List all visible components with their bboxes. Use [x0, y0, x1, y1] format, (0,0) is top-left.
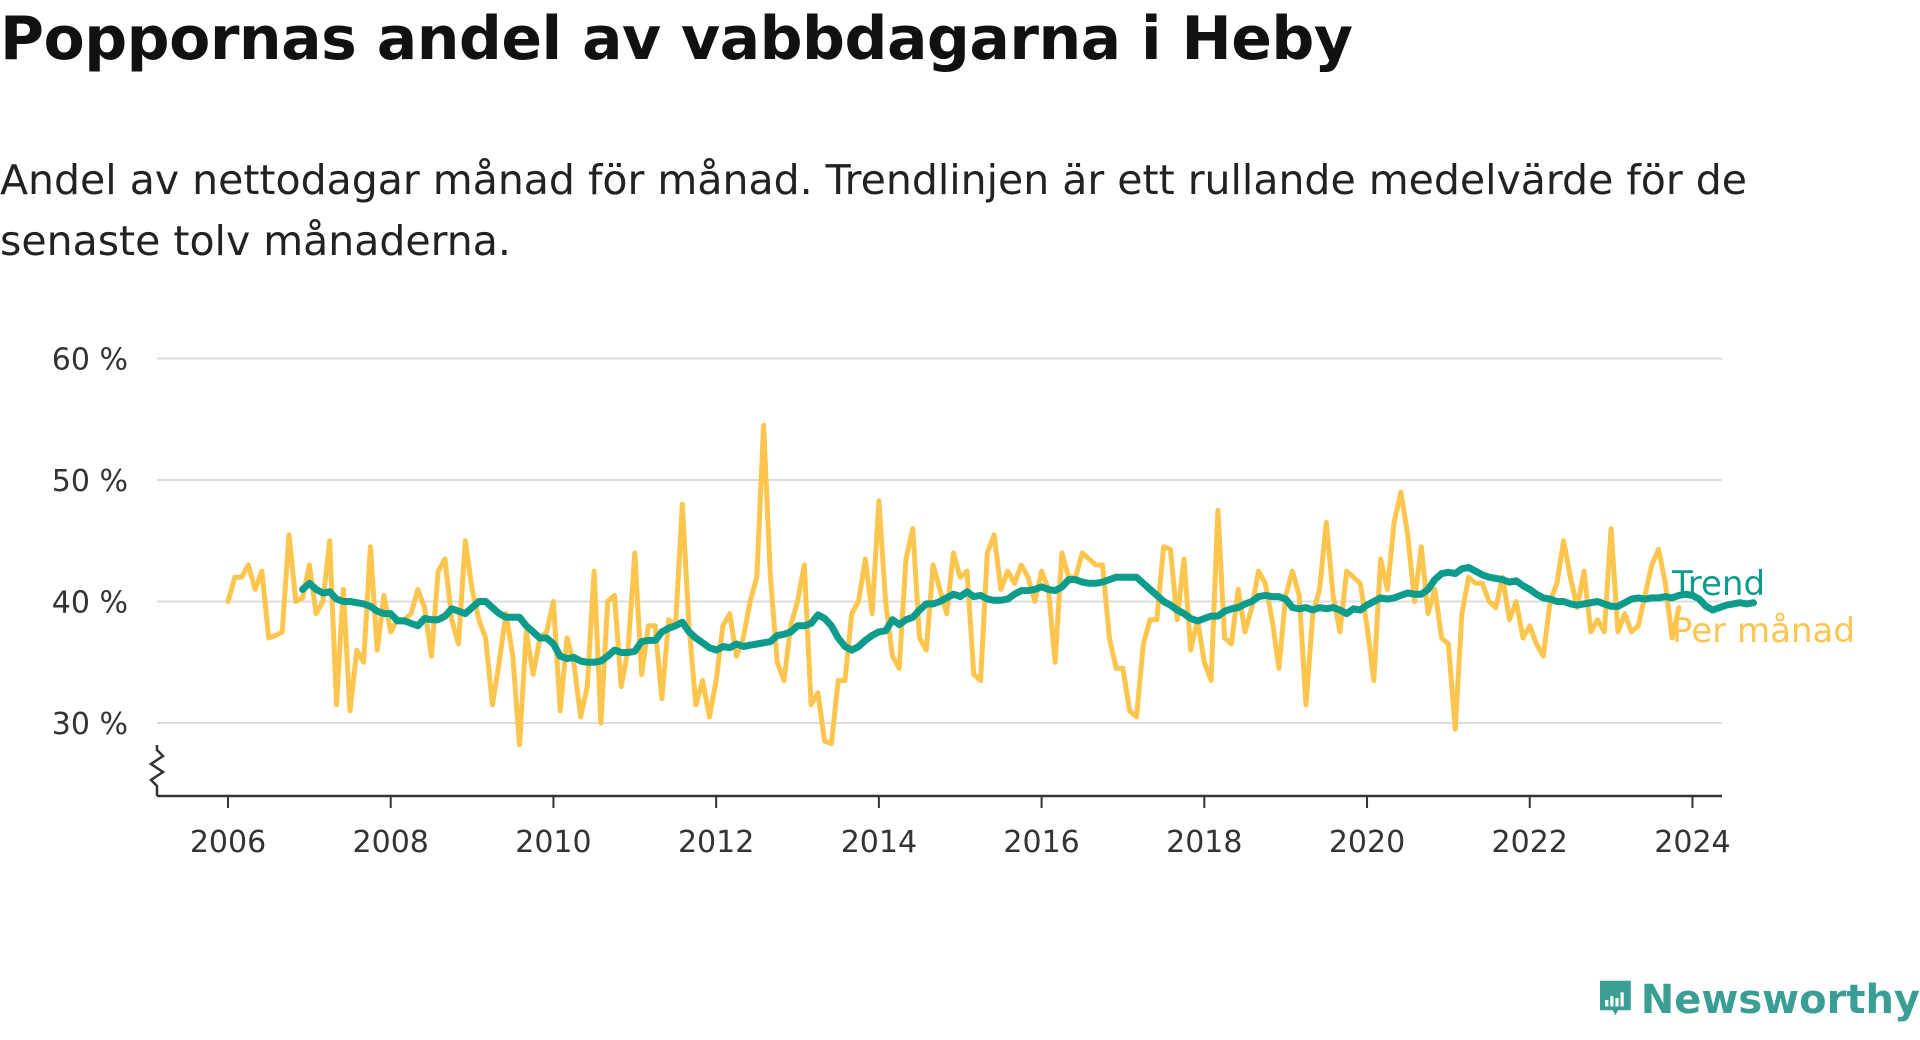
axis-break-mark: [148, 745, 166, 796]
y-axis-labels: 30 % 40 % 50 % 60 %: [52, 343, 128, 743]
brand-name: Newsworthy: [1640, 977, 1920, 1023]
x-tick-label: 2014: [841, 825, 917, 860]
y-tick-label: 30 %: [52, 707, 128, 742]
per-month-series-label: Per månad: [1672, 611, 1855, 651]
newsworthy-logo: Newsworthy: [1600, 960, 1920, 1040]
series-labels: Per månad Trend: [1671, 564, 1855, 651]
newsworthy-bar-chart-icon: [1600, 980, 1631, 1016]
x-axis: 2006 2008 2010 2012 2014 2016 2018 2020 2022 2024: [148, 745, 1731, 860]
x-tick-label: 2024: [1654, 825, 1730, 860]
gridlines: [157, 357, 1722, 724]
series-lines: [225, 422, 1757, 748]
x-tick-label: 2022: [1492, 825, 1568, 860]
chart-subtitle: Andel av nettodagar månad för månad. Tre…: [0, 156, 1747, 265]
x-tick-label: 2016: [1003, 825, 1079, 860]
x-tick-label: 2020: [1329, 825, 1405, 860]
x-tick-label: 2008: [353, 825, 429, 860]
x-tick-label: 2018: [1166, 825, 1242, 860]
per-month-line: [225, 422, 1682, 748]
y-tick-label: 40 %: [52, 586, 128, 621]
x-tick-label: 2012: [678, 825, 754, 860]
trend-line: [299, 564, 1757, 666]
y-tick-label: 50 %: [52, 464, 128, 499]
x-tick-label: 2006: [190, 825, 266, 860]
x-tick-label: 2010: [515, 825, 591, 860]
chart-title: Poppornas andel av vabbdagarna i Heby: [0, 4, 1353, 74]
y-tick-label: 60 %: [52, 343, 128, 378]
trend-series-label: Trend: [1671, 564, 1765, 604]
